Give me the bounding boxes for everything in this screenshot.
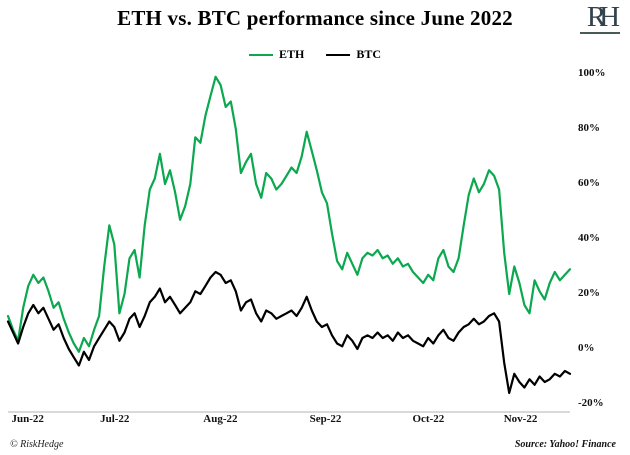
riskhedge-logo: RH [576,2,624,34]
y-tick-label: 20% [578,287,600,299]
x-tick-label: Jun-22 [11,413,44,425]
x-tick-label: Oct-22 [412,413,445,425]
y-axis: 100% 80% 60% 40% 20% 0% -20% [576,67,628,416]
y-tick-label: 60% [578,177,600,189]
plot-area [6,68,572,416]
chart-title: ETH vs. BTC performance since June 2022 [117,6,513,30]
chart-legend: ETH BTC [0,47,630,62]
legend-label-btc: BTC [356,47,382,61]
eth-line-swatch [248,53,273,56]
y-tick-label: 80% [578,122,600,134]
x-tick-label: Aug-22 [203,413,238,425]
source-note: Source: Yahoo! Finance [514,439,616,450]
riskhedge-logo-text: RH [586,1,620,33]
copyright-note: © RiskHedge [10,439,64,450]
x-tick-label: Nov-22 [503,413,538,425]
chart-svg [6,75,572,413]
riskhedge-logo-underline [580,32,620,34]
x-tick-label: Jul-22 [100,413,130,425]
legend-item-btc: BTC [326,47,381,62]
legend-item-eth: ETH [248,47,305,62]
x-axis: Jun-22 Jul-22 Aug-22 Sep-22 Oct-22 Nov-22 [8,413,570,429]
y-tick-label: 40% [578,232,600,244]
y-tick-label: 0% [578,342,595,354]
x-tick-label: Sep-22 [309,413,342,425]
y-tick-label: -20% [578,397,604,409]
legend-label-eth: ETH [278,47,305,61]
btc-line-swatch [326,53,351,56]
y-tick-label: 100% [578,67,606,79]
series-line-eth [6,75,572,353]
series-line-btc [6,270,572,395]
